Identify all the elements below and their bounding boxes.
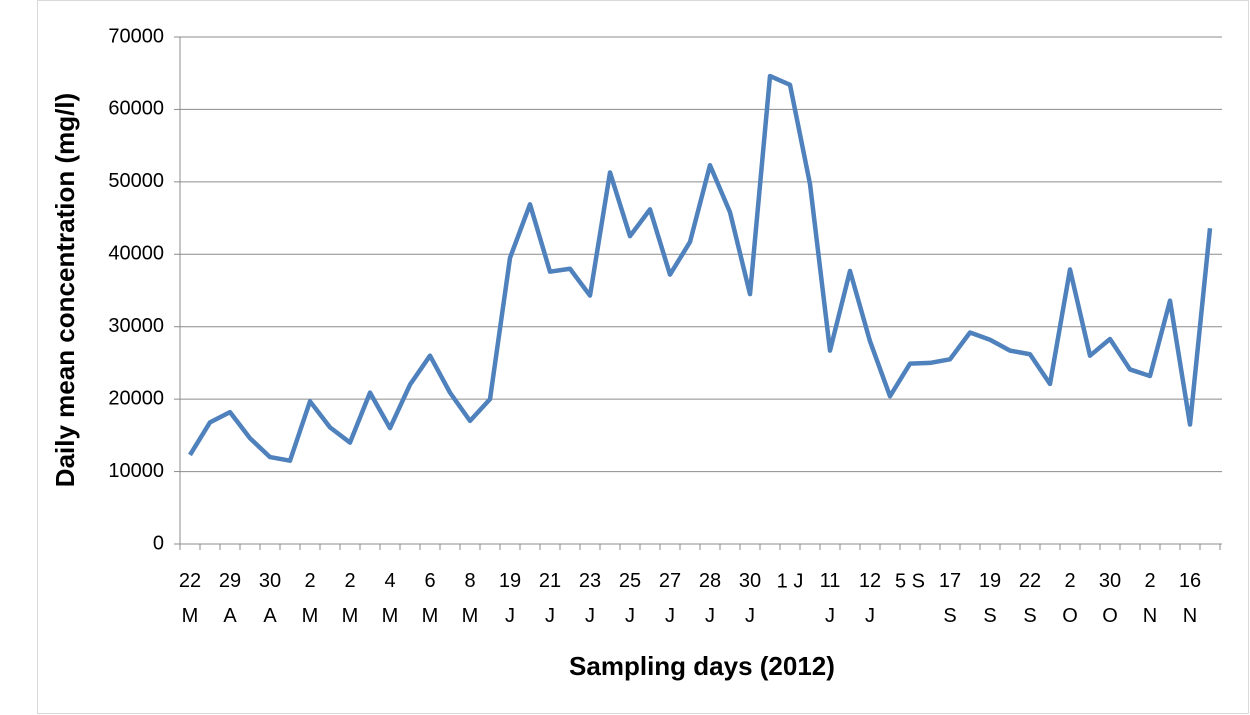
x-tick-label-line: 2 [304, 570, 315, 592]
x-tick-label-line: J [625, 605, 635, 627]
y-axis-title: Daily mean concentration (mg/l) [50, 93, 80, 487]
x-tick-label-line: 12 [859, 570, 881, 592]
x-tick-label: 27 J [659, 570, 681, 627]
x-tick-label-line: 21 [539, 570, 561, 592]
x-tick-label-line: 30 [739, 570, 761, 592]
y-tick-label: 20000 [108, 387, 164, 409]
x-tick-label-line: 23 [579, 570, 601, 592]
x-tick-label-line: M [382, 605, 399, 627]
x-tick-label-line: M [342, 605, 359, 627]
x-tick-label: 5 S [895, 570, 925, 592]
x-tick-label-line: O [1102, 605, 1118, 627]
x-tick-label-line: S [983, 605, 996, 627]
x-tick-label-line: 30 [259, 570, 281, 592]
x-tick-label: 17 S [939, 570, 961, 627]
x-tick-label-line: N [1143, 605, 1157, 627]
x-tick-label-line: 2 [1064, 570, 1075, 592]
x-tick-label-line: J [545, 605, 555, 627]
x-tick-label: 12 J [859, 570, 881, 627]
x-tick-label-line: O [1062, 605, 1078, 627]
y-tick-label: 70000 [108, 25, 164, 47]
x-tick-label-line: J [665, 605, 675, 627]
x-tick-label: 29 A [219, 570, 241, 627]
x-tick-label-line: J [705, 605, 715, 627]
y-tick-label: 0 [153, 532, 164, 554]
x-tick-label-line: S [943, 605, 956, 627]
x-tick-label-line: J [865, 605, 875, 627]
x-tick-label-line: M [422, 605, 439, 627]
x-tick-label-line: 19 [499, 570, 521, 592]
x-tick-label: 30 A [259, 570, 281, 627]
x-tick-label: 21 J [539, 570, 561, 627]
x-tick-label-line: S [1023, 605, 1036, 627]
y-tick-label: 50000 [108, 170, 164, 192]
x-tick-label: 22 S [1019, 570, 1041, 627]
x-tick-label-line: J [505, 605, 515, 627]
y-tick-label: 30000 [108, 315, 164, 337]
x-tick-label-line: A [263, 605, 277, 627]
x-tick-label: 30 J [739, 570, 761, 627]
data-line [188, 73, 1213, 463]
x-tick-label-line: M [302, 605, 319, 627]
x-tick-label-line: J [745, 605, 755, 627]
x-tick-label-line: J [825, 605, 835, 627]
x-tick-label-line: 4 [384, 570, 395, 592]
x-tick-label: 22 M [179, 570, 201, 627]
x-tick-label: 23 J [579, 570, 601, 627]
x-axis-title: Sampling days (2012) [569, 651, 835, 681]
x-tick-label: 1 J [777, 570, 804, 592]
x-tick-label-line: 8 [464, 570, 475, 592]
x-tick-label-line: 25 [619, 570, 641, 592]
x-tick-label-line: A [223, 605, 237, 627]
x-tick-label-line: M [182, 605, 199, 627]
x-tick-label-line: J [585, 605, 595, 627]
x-tick-label-line: 16 [1179, 570, 1201, 592]
y-tick-label: 10000 [108, 460, 164, 482]
x-tick-label-line: M [462, 605, 479, 627]
x-tick-label-line: 28 [699, 570, 721, 592]
x-tick-label: 16 N [1179, 570, 1201, 627]
x-tick-label-line: 2 [344, 570, 355, 592]
x-tick-label-line: N [1183, 605, 1197, 627]
x-tick-label: 28 J [699, 570, 721, 627]
x-tick-label-line: 27 [659, 570, 681, 592]
x-tick-label-line: 11 [820, 570, 841, 592]
x-tick-label-line: 19 [979, 570, 1001, 592]
x-tick-label-line: 6 [424, 570, 435, 592]
y-tick-label: 60000 [108, 98, 164, 120]
x-tick-label-line: 30 [1099, 570, 1121, 592]
x-tick-label-line: 2 [1144, 570, 1155, 592]
x-tick-label-line: 29 [219, 570, 241, 592]
x-tick-label-line: 17 [939, 570, 961, 592]
chart-border [37, 0, 1249, 714]
x-tick-label: 19 S [979, 570, 1001, 627]
x-tick-label-line: 22 [1019, 570, 1041, 592]
x-tick-label-line: 22 [179, 570, 201, 592]
x-tick-label: 30 O [1099, 570, 1121, 627]
x-tick-label: 19 J [499, 570, 521, 627]
y-tick-label: 40000 [108, 243, 164, 265]
x-tick-label: 25 J [619, 570, 641, 627]
x-tick-label: 11 J [820, 570, 841, 627]
